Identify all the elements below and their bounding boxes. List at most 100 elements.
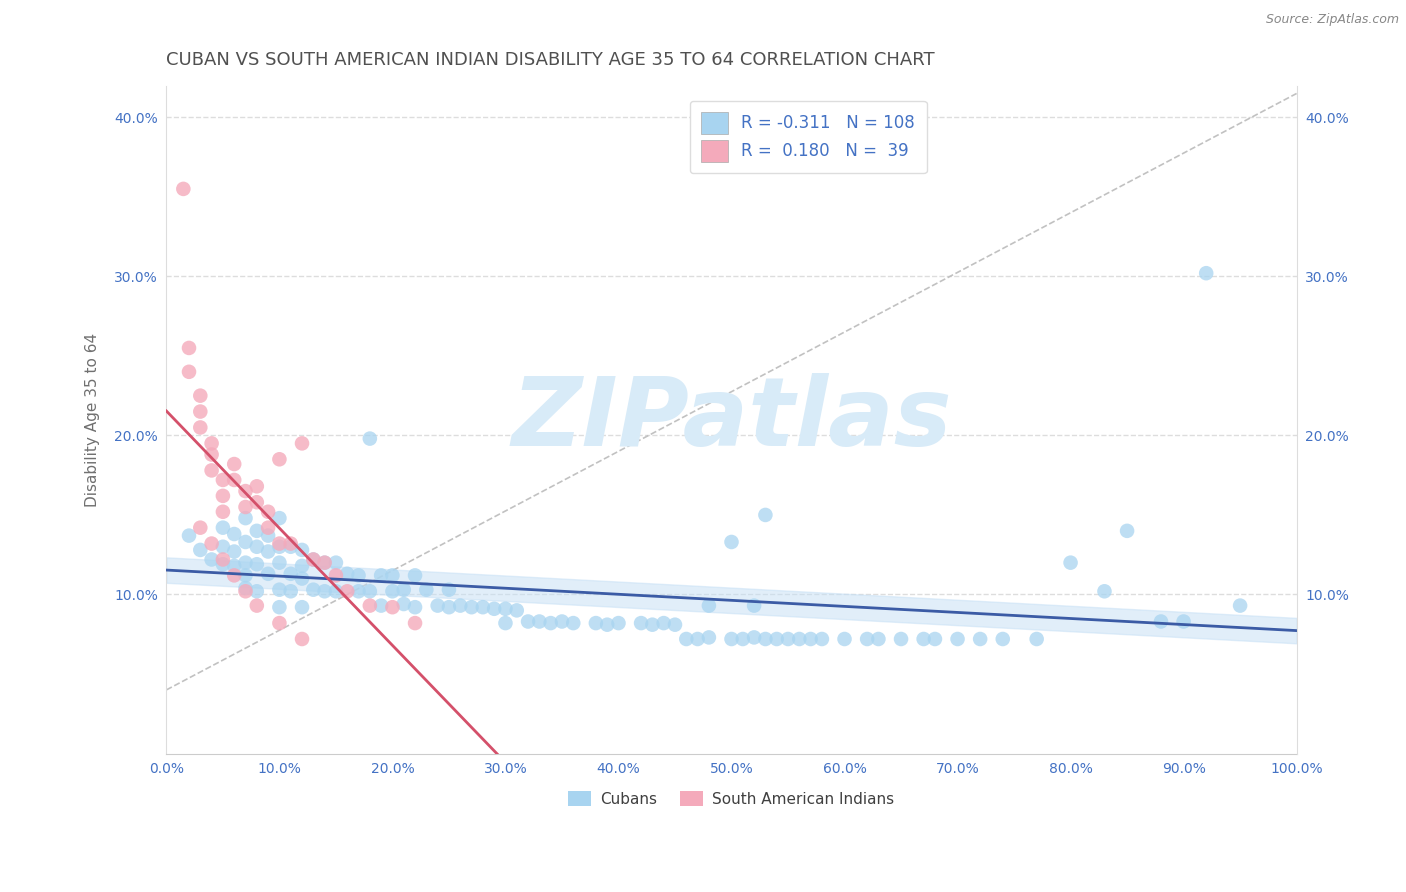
Point [177,341,200,355]
Point [235,511,257,525]
Point [754,508,776,522]
Point [392,597,415,611]
Point [246,584,269,599]
Point [212,489,235,503]
Point [404,568,426,582]
Point [224,544,246,558]
Point [811,632,834,646]
Point [697,599,720,613]
Point [314,556,336,570]
Point [562,616,585,631]
Point [235,581,257,595]
Y-axis label: Disability Age 35 to 64: Disability Age 35 to 64 [86,333,100,507]
Point [325,584,347,599]
Point [201,436,224,450]
Text: CUBAN VS SOUTH AMERICAN INDIAN DISABILITY AGE 35 TO 64 CORRELATION CHART: CUBAN VS SOUTH AMERICAN INDIAN DISABILIT… [166,51,935,69]
Point [291,632,314,646]
Point [1094,584,1116,599]
Text: Source: ZipAtlas.com: Source: ZipAtlas.com [1265,13,1399,27]
Point [495,616,517,631]
Point [201,448,224,462]
Point [188,404,211,418]
Point [359,599,381,613]
Point [246,599,269,613]
Point [280,584,302,599]
Point [359,584,381,599]
Point [257,544,280,558]
Point [201,536,224,550]
Point [381,568,404,582]
Point [336,566,359,581]
Point [381,584,404,599]
Point [257,528,280,542]
Point [212,473,235,487]
Point [370,599,392,613]
Point [1229,599,1251,613]
Point [188,389,211,403]
Point [224,473,246,487]
Point [495,601,517,615]
Point [540,616,562,631]
Point [720,632,742,646]
Point [517,615,540,629]
Point [449,599,471,613]
Point [415,582,437,597]
Point [946,632,969,646]
Point [742,631,765,645]
Point [460,600,482,615]
Point [868,632,890,646]
Point [280,540,302,554]
Point [856,632,879,646]
Point [325,568,347,582]
Point [314,584,336,599]
Point [754,632,776,646]
Point [269,511,291,525]
Point [246,495,269,509]
Point [404,600,426,615]
Point [652,616,675,631]
Point [314,556,336,570]
Point [302,582,325,597]
Point [1150,615,1173,629]
Point [235,535,257,549]
Point [551,615,574,629]
Point [347,584,370,599]
Point [675,632,697,646]
Point [188,420,211,434]
Point [776,632,799,646]
Point [1173,615,1195,629]
Point [257,505,280,519]
Point [912,632,935,646]
Point [1025,632,1047,646]
Point [257,566,280,581]
Point [370,568,392,582]
Point [235,556,257,570]
Text: ZIPatlas: ZIPatlas [512,373,952,466]
Point [224,568,246,582]
Point [789,632,811,646]
Point [235,584,257,599]
Point [235,500,257,514]
Point [607,616,630,631]
Point [235,568,257,582]
Point [246,524,269,538]
Point [188,521,211,535]
Point [291,572,314,586]
Point [212,552,235,566]
Point [347,568,370,582]
Point [765,632,787,646]
Point [224,527,246,541]
Point [426,599,449,613]
Point [890,632,912,646]
Point [641,617,664,632]
Point [742,599,765,613]
Point [664,617,686,632]
Point [630,616,652,631]
Point [212,521,235,535]
Point [269,556,291,570]
Point [246,479,269,493]
Point [235,484,257,499]
Point [1059,556,1081,570]
Point [201,463,224,477]
Point [731,632,754,646]
